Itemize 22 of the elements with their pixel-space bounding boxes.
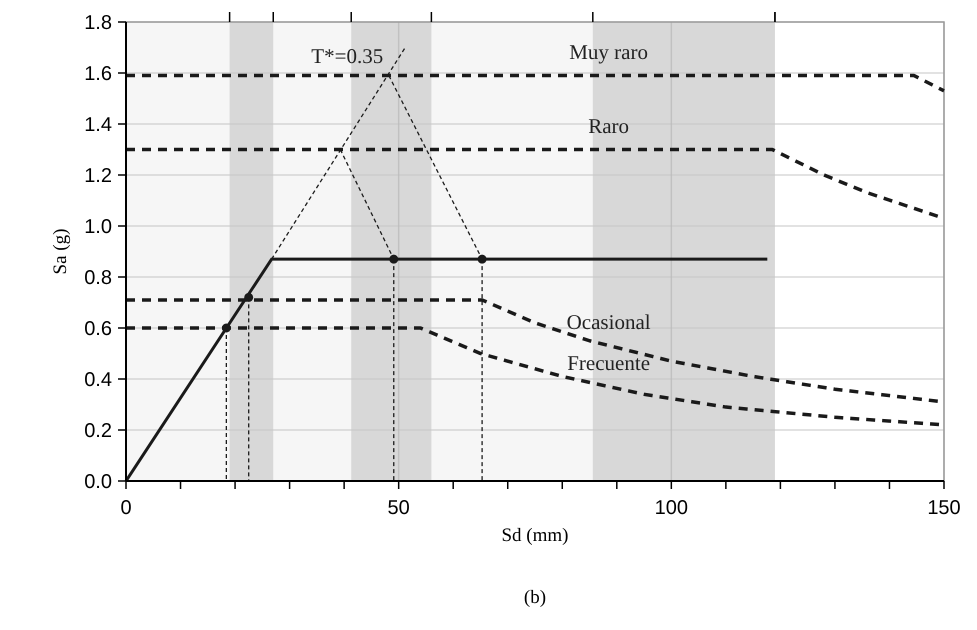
x-tick-label: 0 [120,497,132,519]
y-tick-label: 1.2 [84,165,112,187]
series-label: T*=0.35 [311,44,384,68]
text: (b) [524,587,546,608]
y-tick-label: 0.2 [84,420,112,442]
series-label: Muy raro [569,40,648,64]
x-tick-label: 50 [388,497,410,519]
y-tick-label: 0.0 [84,471,112,493]
y-tick-label: 0.4 [84,369,112,391]
series-label: Raro [588,114,630,138]
y-tick-label: 0.8 [84,267,112,289]
x-tick-label: 100 [654,497,688,519]
y-tick-label: 0.6 [84,318,112,340]
y-tick-label: 1.6 [84,63,112,85]
series-label: Frecuente [567,350,650,375]
y-tick-label: 1.8 [84,12,112,34]
x-tick-label: 150 [927,497,961,519]
y-axis-title: Sa (g) [50,228,71,274]
series-label: Ocasional [566,310,651,334]
y-tick-label: 1.4 [84,114,112,136]
y-tick-label: 1.0 [84,216,112,238]
x-axis-title: Sd (mm) [501,525,569,546]
